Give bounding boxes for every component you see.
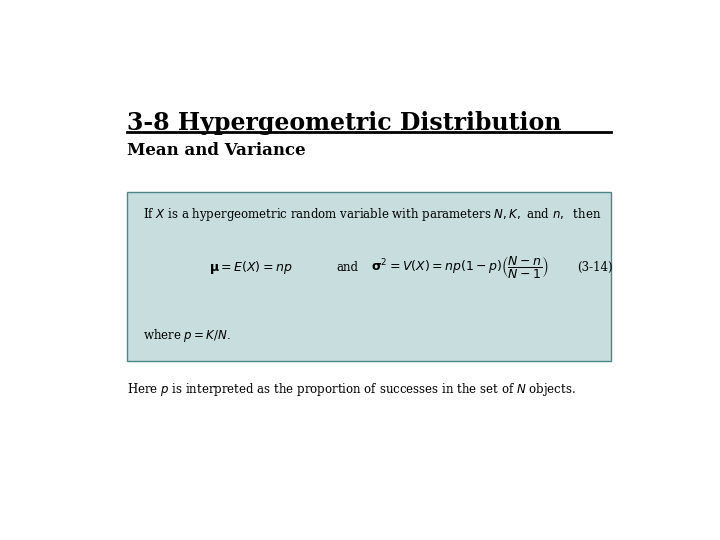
Text: $\mathbf{\mu} = E(X) = np$: $\mathbf{\mu} = E(X) = np$ [209,259,292,276]
Text: Here $p$ is interpreted as the proportion of successes in the set of $N$ objects: Here $p$ is interpreted as the proportio… [127,381,576,397]
FancyBboxPatch shape [127,192,611,361]
Text: where $p = K/N.$: where $p = K/N.$ [143,327,230,343]
Text: and: and [336,261,359,274]
Text: Mean and Variance: Mean and Variance [127,142,306,159]
Text: (3-14): (3-14) [577,261,612,274]
Text: 3-8 Hypergeometric Distribution: 3-8 Hypergeometric Distribution [127,111,562,135]
Text: If $X$ is a hypergeometric random variable with parameters $N, K,$ and $n,$  the: If $X$ is a hypergeometric random variab… [143,206,601,222]
Text: $\mathbf{\sigma}^2 = V(X) = np(1-p)\left(\dfrac{N-n}{N-1}\right)$: $\mathbf{\sigma}^2 = V(X) = np(1-p)\left… [372,254,549,280]
